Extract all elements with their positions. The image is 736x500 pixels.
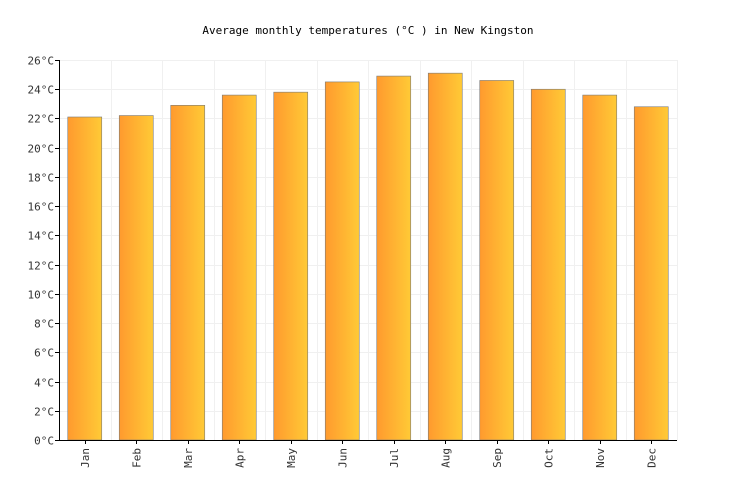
y-tick-label: 26°C bbox=[28, 55, 55, 68]
x-tick-label: Feb bbox=[130, 448, 143, 468]
y-tick-label: 4°C bbox=[34, 377, 54, 390]
x-tick-label: Jul bbox=[388, 448, 401, 468]
y-tick-label: 18°C bbox=[28, 172, 55, 185]
bar-jan bbox=[67, 116, 103, 441]
x-tick-label: Oct bbox=[542, 448, 555, 468]
gridlines bbox=[59, 60, 678, 440]
y-tick-label: 6°C bbox=[34, 347, 54, 360]
bar-mar bbox=[170, 105, 206, 441]
bar-apr bbox=[221, 94, 257, 441]
y-tick-label: 22°C bbox=[28, 113, 55, 126]
bar-dec bbox=[633, 106, 669, 441]
x-tick-label: Apr bbox=[233, 448, 246, 468]
x-tick-label: Sep bbox=[491, 448, 504, 468]
y-tick-label: 12°C bbox=[28, 260, 55, 273]
chart-title: Average monthly temperatures (°C ) in Ne… bbox=[202, 24, 533, 37]
y-tick-label: 20°C bbox=[28, 143, 55, 156]
y-tick-label: 14°C bbox=[28, 230, 55, 243]
bar-may bbox=[273, 91, 309, 441]
bar-jul bbox=[376, 75, 412, 441]
bar-nov bbox=[582, 94, 618, 441]
x-tick-label: Nov bbox=[594, 448, 607, 468]
x-tick-label: Jan bbox=[79, 448, 92, 468]
bar-feb bbox=[118, 115, 154, 441]
y-tick-label: 24°C bbox=[28, 84, 55, 97]
x-tick-label: May bbox=[285, 448, 298, 468]
x-tick-label: Aug bbox=[439, 448, 452, 468]
bar-aug bbox=[427, 72, 463, 441]
x-tick-label: Dec bbox=[645, 448, 658, 468]
x-axis-tick-labels: Jan Feb Mar Apr May Jun Jul Aug Sep Oct Nov Dec bbox=[79, 440, 658, 468]
bar-oct bbox=[530, 88, 566, 441]
bar-jun bbox=[324, 81, 360, 441]
y-tick-label: 0°C bbox=[34, 435, 54, 448]
y-tick-label: 16°C bbox=[28, 201, 55, 214]
y-tick-label: 2°C bbox=[34, 406, 54, 419]
x-tick-label: Mar bbox=[182, 448, 195, 468]
bars bbox=[67, 72, 669, 441]
bar-sep bbox=[479, 80, 515, 441]
y-tick-label: 8°C bbox=[34, 318, 54, 331]
x-tick-label: Jun bbox=[336, 448, 349, 468]
y-axis-tick-labels: 0°C 2°C 4°C 6°C 8°C 10°C 12°C 14°C 16°C 18°C 20°C 2… bbox=[28, 55, 59, 448]
y-tick-label: 10°C bbox=[28, 289, 55, 302]
